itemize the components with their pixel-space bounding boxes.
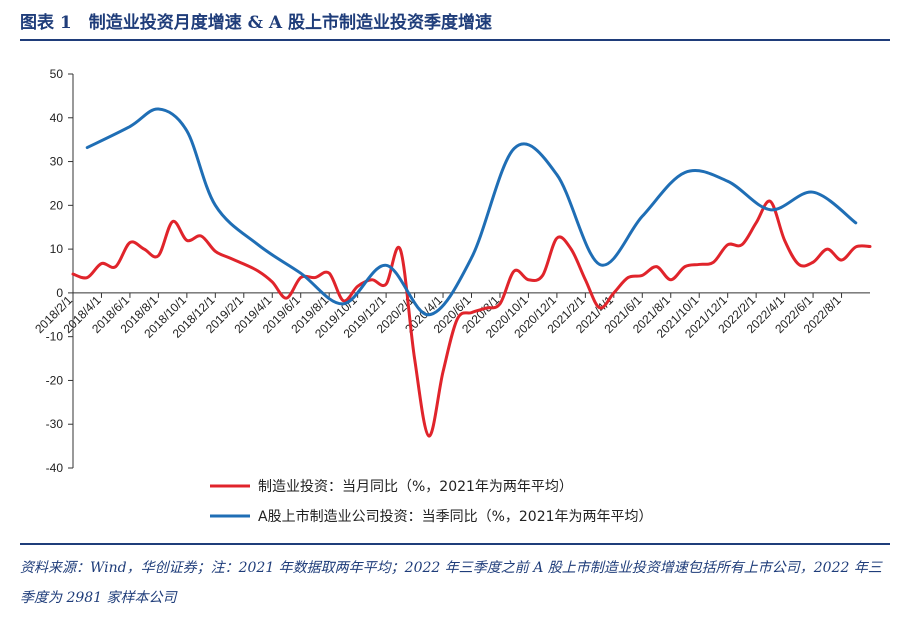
y-tick-label: -30 (46, 417, 64, 431)
line-chart: -40-30-20-10010203040502018/2/12018/4/12… (32, 67, 872, 525)
series-line-2 (85, 107, 858, 317)
title-divider (20, 39, 890, 41)
figure-title: 图表 1 制造业投资月度增速 & A 股上市制造业投资季度增速 (20, 13, 493, 33)
figure-header: 图表 1 制造业投资月度增速 & A 股上市制造业投资季度增速 (0, 0, 908, 44)
y-tick-label: -20 (46, 373, 64, 387)
legend-label-1: 制造业投资：当月同比（%，2021年为两年平均） (258, 479, 573, 495)
y-tick-label: 0 (56, 286, 63, 300)
y-tick-label: -40 (46, 461, 64, 475)
y-tick-label: -10 (46, 330, 64, 344)
y-tick-label: 40 (50, 111, 64, 125)
legend-label-2: A股上市制造业公司投资：当季同比（%，2021年为两年平均） (258, 508, 653, 525)
source-note: 资料来源：Wind，华创证券；注：2021 年数据取两年平均；2022 年三季度… (20, 560, 882, 606)
chart-legend: 制造业投资：当月同比（%，2021年为两年平均） A股上市制造业公司投资：当季同比… (210, 479, 653, 525)
y-tick-label: 20 (50, 198, 64, 212)
series-line-1 (71, 199, 872, 438)
source-divider (20, 543, 890, 545)
y-tick-label: 30 (50, 155, 64, 169)
y-tick-label: 50 (50, 67, 64, 81)
chart-series (71, 107, 872, 438)
y-tick-label: 10 (50, 242, 64, 256)
chart-axes: -40-30-20-10010203040502018/2/12018/4/12… (32, 67, 870, 475)
